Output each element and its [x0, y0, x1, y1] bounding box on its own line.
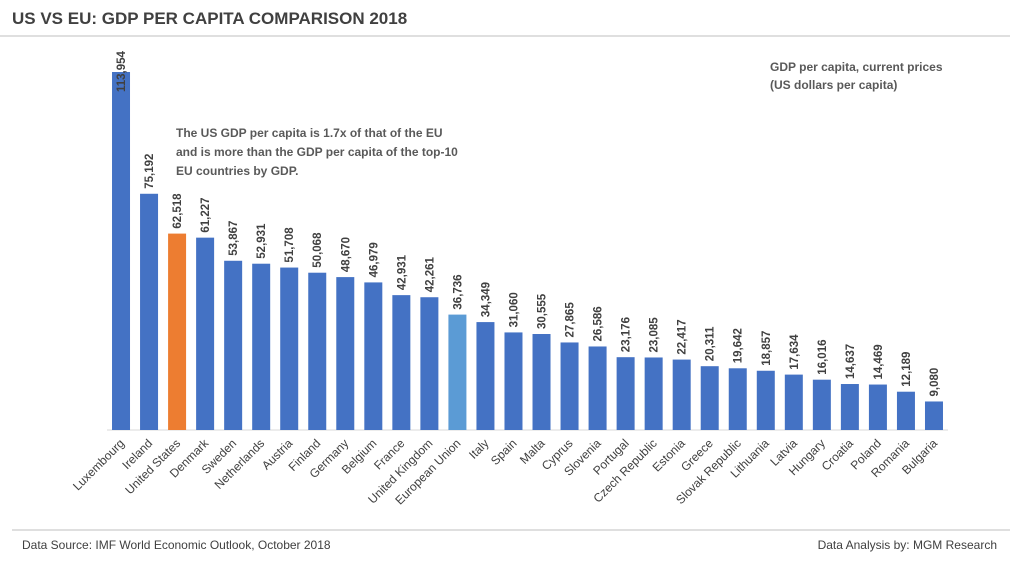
- value-label: 42,261: [424, 256, 436, 292]
- bar: [616, 357, 635, 430]
- bar: [308, 272, 327, 430]
- value-label: 9,080: [929, 368, 941, 397]
- bar: [420, 297, 439, 430]
- bar: [840, 384, 859, 430]
- value-label: 61,227: [200, 197, 212, 232]
- value-label: 31,060: [508, 292, 520, 327]
- bar: [700, 366, 719, 430]
- bar: [448, 314, 467, 430]
- value-label: 14,637: [845, 344, 857, 379]
- value-label: 14,469: [873, 344, 885, 379]
- axis-note: (US dollars per capita): [770, 78, 897, 92]
- x-tick-label: Spain: [488, 436, 520, 468]
- bar: [168, 233, 187, 430]
- bar: [644, 357, 663, 430]
- bar: [364, 282, 383, 430]
- value-label: 12,189: [901, 352, 913, 387]
- value-label: 26,586: [593, 306, 605, 341]
- value-label: 20,311: [705, 326, 717, 361]
- bar: [560, 342, 579, 430]
- bar: [504, 332, 523, 430]
- bar: [672, 359, 691, 430]
- value-label: 53,867: [228, 221, 240, 256]
- bar: [812, 379, 831, 430]
- bar: [392, 295, 411, 430]
- bar: [532, 334, 551, 430]
- bar: [476, 322, 495, 430]
- bar: [728, 368, 747, 430]
- bar: [224, 260, 243, 430]
- value-label: 51,708: [284, 227, 296, 263]
- value-label: 22,417: [677, 319, 689, 354]
- bar: [252, 263, 271, 430]
- bar: [196, 237, 215, 430]
- bar: [756, 370, 775, 430]
- value-label: 113,954: [116, 50, 128, 92]
- value-label: 18,857: [761, 331, 773, 366]
- annotation: EU countries by GDP.: [176, 164, 298, 178]
- value-label: 75,192: [144, 154, 156, 189]
- source: Data Source: IMF World Economic Outlook,…: [22, 538, 331, 552]
- value-label: 36,736: [452, 274, 464, 309]
- annotation: The US GDP per capita is 1.7x of that of…: [176, 126, 443, 140]
- value-label: 23,176: [621, 317, 633, 352]
- axis-note: GDP per capita, current prices: [770, 60, 943, 74]
- value-label: 23,085: [649, 317, 661, 353]
- value-label: 19,642: [733, 328, 745, 363]
- value-label: 46,979: [368, 242, 380, 277]
- value-label: 30,555: [537, 293, 549, 329]
- bar: [868, 384, 887, 430]
- value-label: 50,068: [312, 232, 324, 268]
- annotation: and is more than the GDP per capita of t…: [176, 145, 458, 159]
- x-tick-label: Croatia: [819, 436, 856, 473]
- value-label: 16,016: [817, 339, 829, 374]
- bar: [140, 193, 159, 430]
- credit: Data Analysis by: MGM Research: [818, 538, 997, 552]
- bar: [784, 374, 803, 430]
- chart-title: US VS EU: GDP PER CAPITA COMPARISON 2018: [12, 9, 407, 28]
- value-label: 48,670: [340, 237, 352, 272]
- bar: [588, 346, 607, 430]
- value-label: 52,931: [256, 223, 268, 259]
- bar: [896, 391, 915, 430]
- value-label: 17,634: [789, 334, 801, 370]
- bar: [336, 277, 355, 430]
- bar: [280, 267, 299, 430]
- bar: [924, 401, 943, 430]
- bar: [112, 72, 131, 430]
- value-label: 27,865: [565, 302, 577, 338]
- value-label: 34,349: [480, 282, 492, 317]
- value-label: 42,931: [396, 254, 408, 290]
- value-label: 62,518: [172, 193, 184, 229]
- x-tick-label: Luxembourg: [70, 436, 127, 493]
